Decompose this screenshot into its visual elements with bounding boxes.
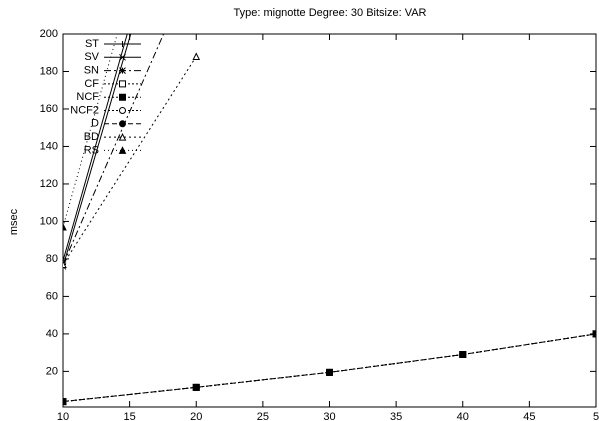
y-tick-label: 20 — [46, 365, 58, 377]
x-tick-label: 35 — [390, 411, 402, 421]
legend-marker — [119, 107, 127, 114]
y-tick-label: 120 — [40, 178, 58, 190]
legend-marker — [119, 93, 126, 101]
series-line — [63, 333, 596, 403]
plot-frame — [62, 33, 597, 408]
legend-marker — [119, 41, 126, 47]
series-line — [63, 333, 596, 403]
legend-label: NCF — [76, 91, 99, 103]
legend-marker — [119, 120, 127, 128]
x-tick-label: 10 — [57, 411, 69, 421]
legend-marker — [119, 53, 126, 61]
x-tick-label: 15 — [124, 411, 136, 421]
point-marker — [63, 260, 67, 269]
y-tick-label: 80 — [46, 253, 58, 265]
x-tick-label: 30 — [323, 411, 335, 421]
y-tick-label: 180 — [40, 65, 58, 77]
legend-marker — [119, 67, 126, 74]
point-marker — [326, 368, 334, 376]
y-tick-label: 100 — [40, 215, 58, 227]
y-tick-label: 160 — [40, 103, 58, 115]
legend-label: CF — [84, 78, 99, 90]
y-tick-label: 60 — [46, 290, 58, 302]
legend-label: D — [91, 118, 99, 130]
series-line — [63, 56, 197, 265]
point-marker — [63, 222, 67, 231]
y-tick-label: 140 — [40, 140, 58, 152]
y-axis-label: msec — [8, 208, 20, 235]
x-tick-label: 20 — [190, 411, 202, 421]
x-tick-label: 5 — [593, 411, 599, 421]
point-marker — [459, 351, 467, 358]
legend-marker — [118, 146, 127, 154]
y-tick-label: 40 — [46, 328, 58, 340]
chart-title: Type: mignotte Degree: 30 Bitsize: VAR — [234, 7, 427, 19]
point-marker — [192, 383, 200, 391]
y-tick-label: 200 — [40, 28, 58, 40]
series-line — [63, 34, 128, 261]
x-tick-label: 40 — [457, 411, 469, 421]
x-tick-label: 45 — [523, 411, 535, 421]
legend-label: BD — [84, 131, 99, 143]
legend-label: RS — [84, 144, 99, 156]
series-line — [63, 333, 596, 403]
legend-label: SV — [84, 51, 99, 63]
point-marker — [63, 398, 67, 405]
legend-label: ST — [85, 38, 99, 50]
legend-label: NCF2 — [70, 104, 99, 116]
point-marker — [592, 330, 596, 338]
series-line — [63, 34, 165, 265]
plot-area — [63, 34, 596, 406]
legend-marker — [119, 80, 126, 88]
legend-marker — [118, 132, 127, 141]
legend-label: SN — [84, 65, 99, 77]
x-tick-label: 25 — [257, 411, 269, 421]
point-marker — [192, 52, 201, 60]
series-line — [63, 34, 132, 267]
series-line — [63, 333, 596, 403]
